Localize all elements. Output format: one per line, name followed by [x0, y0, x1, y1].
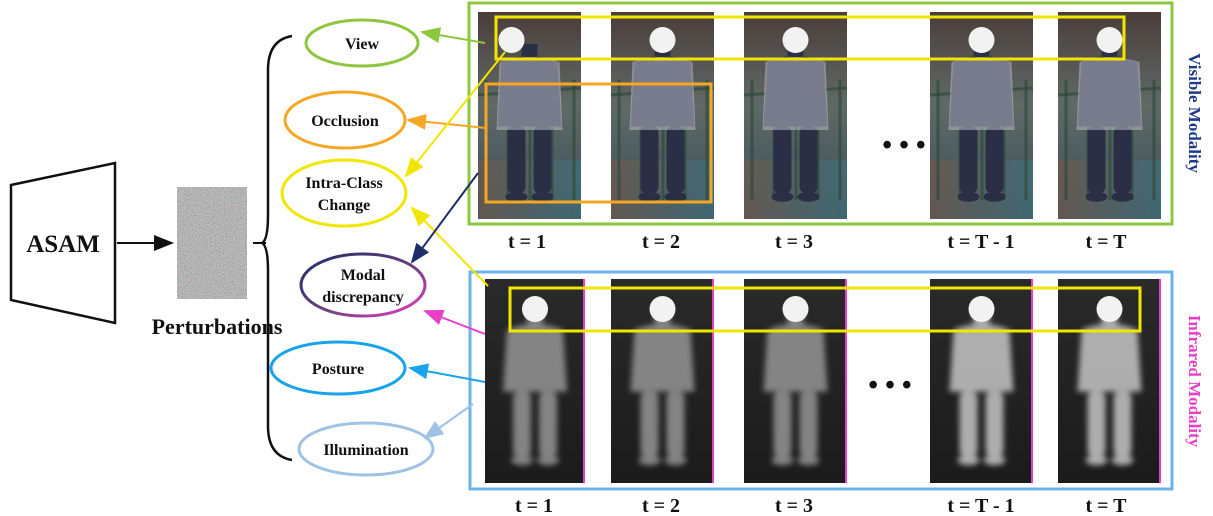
infrared-ellipsis: • • •	[868, 370, 911, 401]
infrared-frames: • • •	[485, 279, 1161, 483]
factor-illumination-label: Illumination	[323, 442, 408, 459]
infrared-time-labels: t = 1 t = 2 t = 3 t = T - 1 t = T	[515, 495, 1127, 516]
visible-occlusion-highlight-box	[484, 82, 713, 204]
factor-view-label: View	[345, 36, 380, 53]
infrared-frame	[1058, 279, 1161, 483]
face-mask	[522, 296, 548, 322]
factor-modal-discrepancy-ellipse	[299, 252, 427, 318]
factor-group: View Occlusion Intra-Class Change Modal discr…	[269, 18, 435, 477]
intra-class-arrow-visible	[404, 51, 506, 178]
face-mask	[1096, 296, 1123, 322]
factor-posture-ellipse	[269, 340, 407, 396]
factor-posture-label: Posture	[312, 361, 364, 378]
visible-frame	[929, 12, 1034, 219]
face-mask	[968, 27, 995, 53]
face-mask	[782, 27, 809, 53]
face-mask	[498, 27, 525, 53]
factor-illumination-ellipse	[297, 421, 435, 477]
visible-view-highlight-box	[494, 15, 1126, 61]
factor-intra-class-change-label: Change	[318, 197, 370, 214]
face-mask	[782, 296, 809, 322]
visible-frame	[610, 12, 715, 219]
face-mask	[649, 296, 676, 322]
person-silhouette	[949, 312, 1014, 466]
person-silhouette	[630, 312, 695, 466]
face-mask	[649, 27, 676, 53]
infrared-time-label: t = T - 1	[947, 495, 1014, 516]
factor-modal-discrepancy-label: discrepancy	[322, 289, 403, 306]
illumination-arrow	[423, 403, 474, 440]
face-mask	[1096, 27, 1123, 53]
visible-time-label: t = T	[1085, 231, 1127, 253]
factor-intra-class-change-ellipse	[280, 158, 408, 228]
visible-time-label: t = 1	[508, 231, 546, 253]
infrared-modality-label: Infrared Modality	[1185, 315, 1204, 448]
visible-time-label: t = T - 1	[947, 231, 1014, 253]
visible-ellipsis: • • •	[882, 130, 925, 161]
factor-modal-discrepancy-label: Modal	[341, 267, 386, 284]
asam-encoder	[9, 161, 117, 325]
visible-frame	[477, 12, 582, 219]
intra-class-arrow-infrared	[410, 206, 489, 287]
infrared-frame	[744, 279, 847, 483]
modal-discrepancy-arrow-infrared	[423, 309, 486, 335]
person-silhouette	[1077, 312, 1142, 466]
factor-view-ellipse	[304, 18, 420, 68]
infrared-frame	[485, 279, 585, 483]
view-arrow	[420, 27, 486, 44]
visible-time-label: t = 2	[642, 231, 680, 253]
visible-frame	[743, 12, 848, 219]
infrared-time-label: t = 3	[775, 495, 813, 516]
modal-discrepancy-arrow-visible	[410, 172, 479, 264]
asam-label: ASAM	[26, 231, 100, 258]
visible-time-labels: t = 1 t = 2 t = 3 t = T - 1 t = T	[508, 231, 1127, 253]
posture-arrow	[408, 363, 486, 383]
factor-occlusion-ellipse	[283, 90, 407, 150]
perturbations-label: Perturbations	[152, 314, 283, 339]
infrared-time-label: t = 2	[642, 495, 680, 516]
infrared-time-label: t = 1	[515, 495, 553, 516]
visible-time-label: t = 3	[775, 231, 813, 253]
factor-intra-class-change-label: Intra-Class	[305, 175, 382, 192]
visible-modality-label: Visible Modality	[1185, 53, 1204, 173]
perturbation-noise-image	[177, 187, 247, 299]
factor-occlusion-label: Occlusion	[311, 113, 379, 130]
infrared-identity-highlight-box	[508, 286, 1142, 333]
visible-frame	[1057, 12, 1162, 219]
factor-brace	[259, 34, 293, 462]
visible-frames: • • •	[477, 12, 1162, 219]
infrared-frame	[611, 279, 714, 483]
face-mask	[968, 296, 995, 322]
infrared-time-label: t = T	[1085, 495, 1127, 516]
infrared-frame	[930, 279, 1033, 483]
